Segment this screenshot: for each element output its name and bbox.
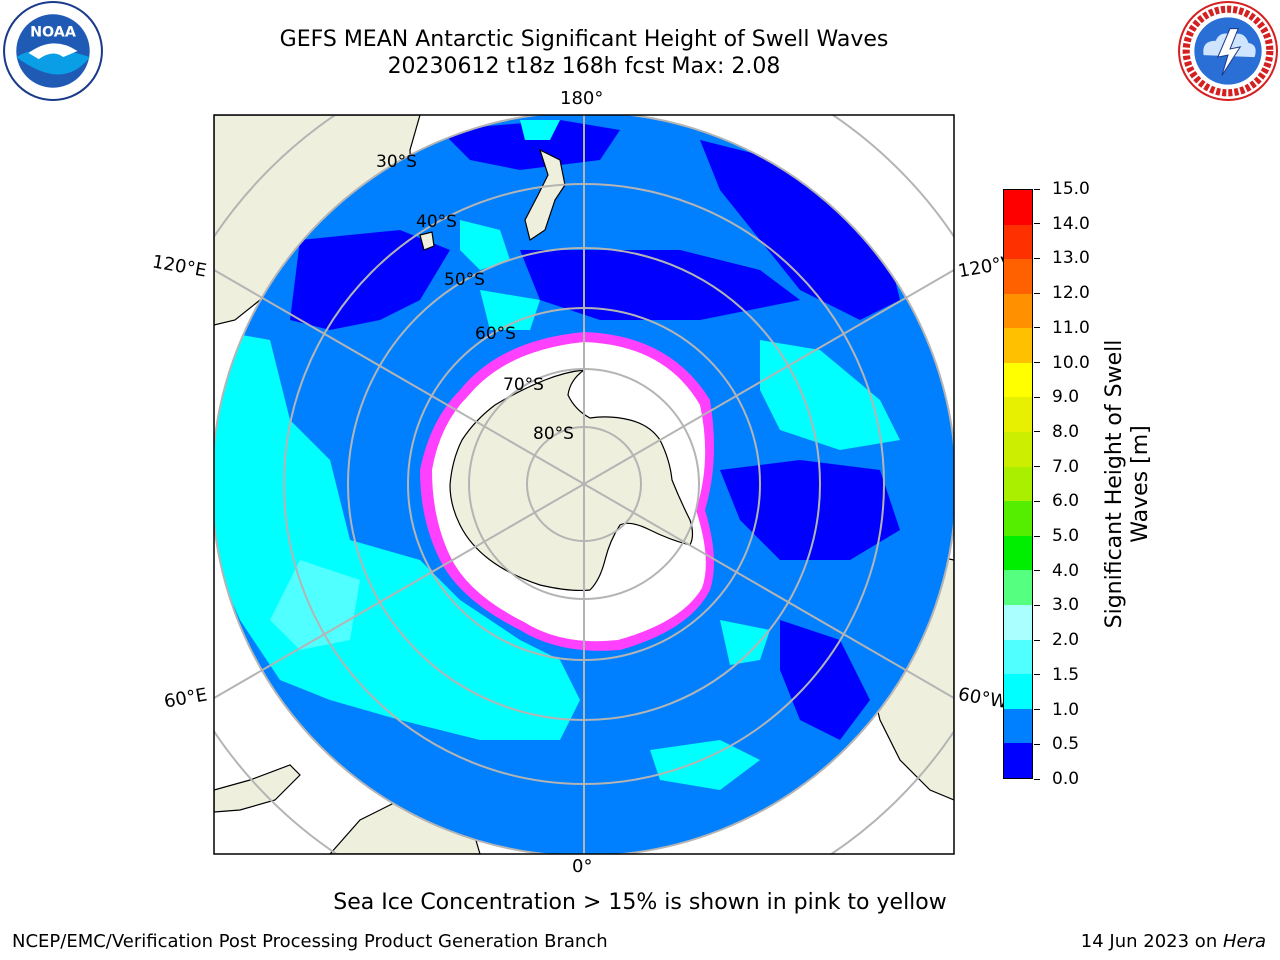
chart-subtitle: 20230612 t18z 168h fcst Max: 2.08 <box>387 54 781 79</box>
lat-label-60s: 60°S <box>475 324 516 344</box>
colorbar-swatch <box>1004 743 1032 778</box>
colorbar-swatch <box>1004 501 1032 536</box>
tasmania-landmass <box>419 231 435 251</box>
colorbar-swatch <box>1004 639 1032 675</box>
colorbar-swatch <box>1004 397 1032 433</box>
colorbar-swatch <box>1004 605 1032 640</box>
lon-label-0: 0° <box>572 856 593 877</box>
colorbar-swatch <box>1004 535 1032 571</box>
colorbar-swatch <box>1004 189 1032 225</box>
colorbar-tick-label: 4.0 <box>1034 561 1079 581</box>
colorbar-tick-label: 14.0 <box>1034 214 1090 234</box>
colorbar-swatch <box>1004 224 1032 260</box>
footer-right: 14 Jun 2023 on Hera <box>1081 931 1266 952</box>
colorbar <box>1003 189 1033 779</box>
sea-ice-note: Sea Ice Concentration > 15% is shown in … <box>333 890 947 915</box>
colorbar-tick-label: 11.0 <box>1034 318 1090 338</box>
colorbar-swatch <box>1004 432 1032 467</box>
lon-label-180: 180° <box>560 88 604 109</box>
nws-logo <box>1178 1 1278 101</box>
colorbar-swatch <box>1004 328 1032 363</box>
colorbar-tick-label: 0.0 <box>1034 769 1079 789</box>
colorbar-swatch <box>1004 259 1032 294</box>
madagascar-landmass <box>214 764 301 813</box>
lat-label-70s: 70°S <box>503 375 544 395</box>
lat-label-50s: 50°S <box>444 270 485 290</box>
colorbar-tick-label: 8.0 <box>1034 422 1079 442</box>
footer-date: 14 Jun 2023 on <box>1080 931 1223 952</box>
colorbar-tick-label: 15.0 <box>1034 179 1090 199</box>
lat-label-30s: 30°S <box>376 152 417 172</box>
colorbar-tick-label: 2.0 <box>1034 630 1079 650</box>
colorbar-tick-label: 12.0 <box>1034 283 1090 303</box>
colorbar-label: Significant Height of Swell Waves [m] <box>1102 314 1154 654</box>
colorbar-swatch <box>1004 708 1032 744</box>
colorbar-tick-label: 0.5 <box>1034 734 1079 754</box>
noaa-logo-text: NOAA <box>30 25 76 41</box>
lat-label-80s: 80°S <box>533 424 574 444</box>
colorbar-tick-label: 1.0 <box>1034 700 1079 720</box>
colorbar-tick-label: 13.0 <box>1034 248 1090 268</box>
colorbar-tick-label: 6.0 <box>1034 491 1079 511</box>
colorbar-tick-label: 10.0 <box>1034 353 1090 373</box>
footer-host: Hera <box>1222 931 1266 952</box>
lat-label-40s: 40°S <box>416 212 457 232</box>
colorbar-ticks: 0.0 0.5 1.0 1.5 2.0 3.0 4.0 5.0 6.0 7.0 8.0 9.0 10.0… <box>1034 179 1094 789</box>
new-zealand-landmass <box>524 148 566 241</box>
footer-left: NCEP/EMC/Verification Post Processing Pr… <box>12 931 608 952</box>
colorbar-swatch <box>1004 362 1032 398</box>
colorbar-tick-label: 5.0 <box>1034 526 1079 546</box>
colorbar-label-line1: Significant Height of Swell <box>1102 339 1127 629</box>
colorbar-tick-label: 7.0 <box>1034 457 1079 477</box>
noaa-logo: NOAA <box>3 1 103 101</box>
chart-title: GEFS MEAN Antarctic Significant Height o… <box>279 27 889 52</box>
antarctica-landmass <box>449 369 694 592</box>
colorbar-label-line2: Waves [m] <box>1128 425 1153 543</box>
colorbar-tick-label: 9.0 <box>1034 387 1079 407</box>
colorbar-swatch <box>1004 674 1032 709</box>
colorbar-swatch <box>1004 570 1032 606</box>
colorbar-tick-label: 3.0 <box>1034 595 1079 615</box>
colorbar-swatch <box>1004 293 1032 329</box>
colorbar-swatch <box>1004 466 1032 502</box>
colorbar-tick-label: 1.5 <box>1034 665 1079 685</box>
